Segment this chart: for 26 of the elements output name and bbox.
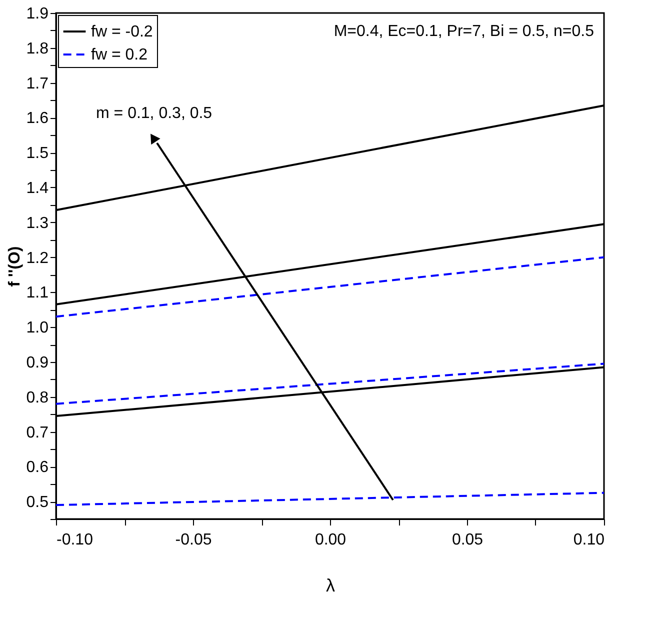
y-tick-label: 0.8 — [26, 389, 49, 406]
y-tick-label: 1.0 — [26, 320, 49, 337]
x-tick-label: 0.05 — [452, 532, 484, 548]
legend-label: fw = -0.2 — [91, 24, 153, 40]
y-tick-label: 1.8 — [26, 40, 49, 58]
annotation: M=0.4, Ec=0.1, Pr=7, Bi = 0.5, n=0.5 — [334, 23, 594, 40]
y-tick-label: 1.3 — [26, 214, 49, 232]
y-tick-label: 1.4 — [26, 180, 49, 197]
y-axis-title: f ''(O) — [6, 246, 24, 287]
annotation: m = 0.1, 0.3, 0.5 — [96, 105, 212, 122]
y-tick-label: 1.7 — [26, 75, 49, 92]
y-tick-label: 0.5 — [26, 494, 49, 512]
x-tick-label: 0.10 — [573, 532, 605, 548]
y-tick-label: 0.7 — [26, 424, 49, 442]
y-tick-label: 0.9 — [26, 354, 49, 372]
y-tick-label: 0.6 — [26, 459, 49, 476]
y-tick-label: 1.1 — [26, 284, 49, 302]
y-tick-label: 1.2 — [26, 250, 49, 267]
y-tick-label: 1.5 — [26, 145, 49, 162]
x-axis-title: λ — [326, 576, 335, 596]
x-tick-label: -0.10 — [56, 532, 94, 548]
legend-label: fw = 0.2 — [91, 46, 148, 64]
x-tick-label: -0.05 — [175, 532, 212, 548]
x-tick-label: 0.00 — [314, 532, 346, 548]
y-tick-label: 1.9 — [26, 6, 49, 22]
y-tick-label: 1.6 — [26, 110, 49, 128]
